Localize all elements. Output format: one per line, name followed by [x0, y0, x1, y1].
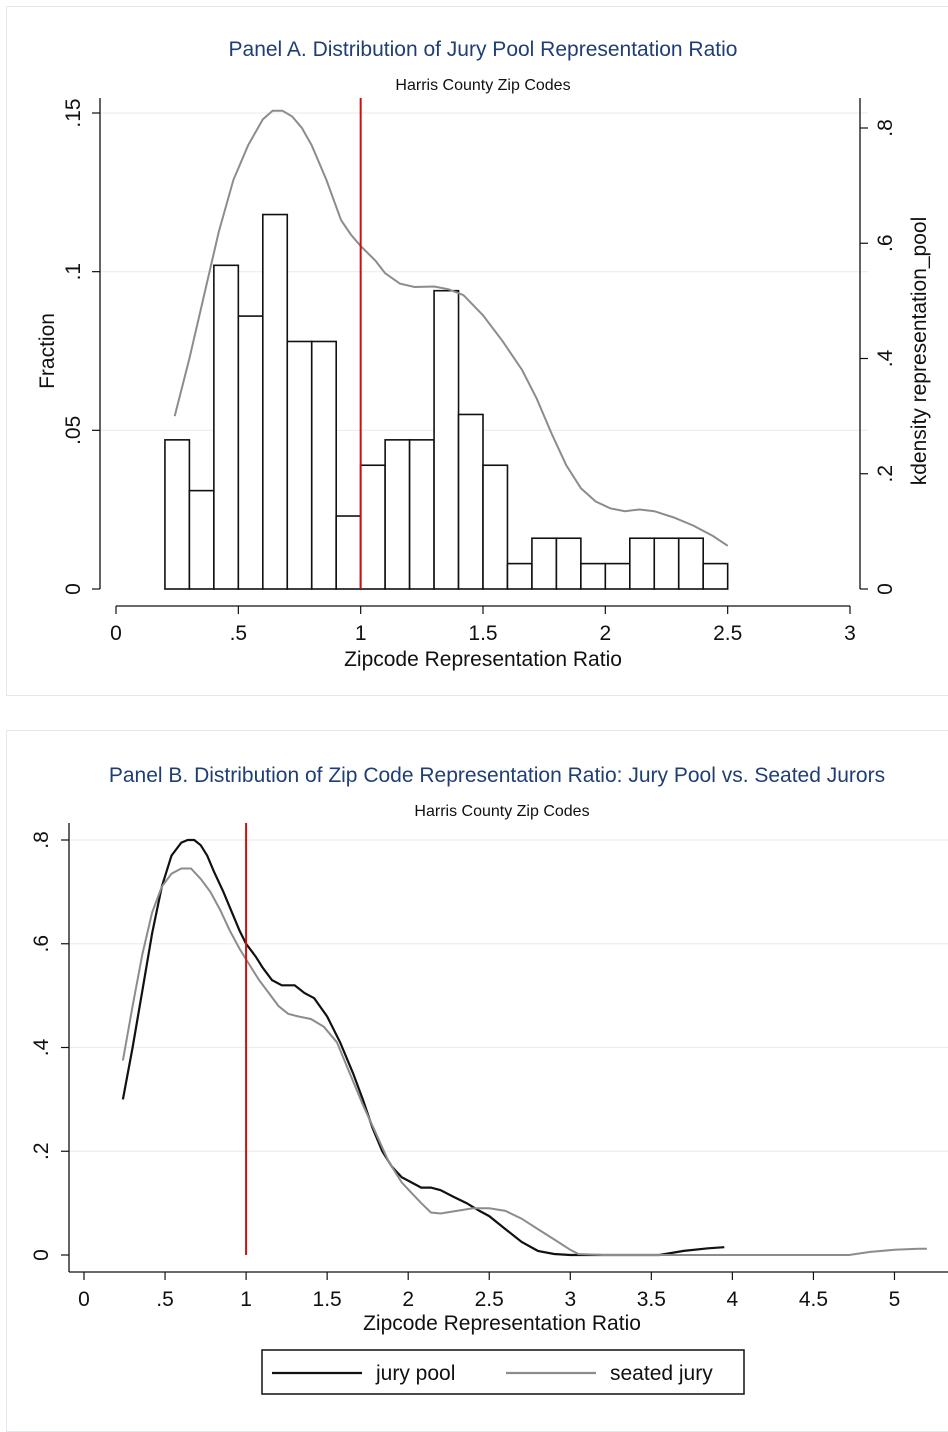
histogram-bar: [286, 340, 313, 590]
legend-label-jury-pool: jury pool: [375, 1362, 455, 1385]
panel-a-frame: [6, 6, 948, 696]
density-line: [173, 109, 729, 547]
panel-b-y-tick-label: .2: [30, 1142, 53, 1160]
panel-b-x-tick-label: 4.5: [799, 1288, 828, 1311]
histogram-bar: [580, 562, 607, 590]
histogram-bar: [408, 439, 435, 590]
panel-a-y-tick-label: .15: [62, 98, 85, 127]
histogram-bar: [188, 489, 215, 590]
panel-b-axes: 0 .2 .4 .6 .8 0 .5 1 1.5 2 2.5 3 3.5 4 4.5 5: [30, 823, 948, 1311]
panel-a-x-tick-label: 1.5: [468, 622, 497, 645]
histogram-bar: [653, 537, 680, 590]
panel-b-x-tick-label: 1: [240, 1288, 252, 1311]
histogram-bar: [359, 464, 386, 590]
panel-a-density-curve: [173, 109, 729, 547]
histogram-bar: [555, 537, 582, 590]
histogram-bar: [457, 413, 484, 590]
panel-b-x-tick-label: 4: [727, 1288, 739, 1311]
panel-b-series: [121, 838, 927, 1257]
panel-a-x-tick-label: 1: [355, 622, 367, 645]
panel-a-y2-tick-label: .8: [874, 119, 897, 137]
panel-a-title: Panel A. Distribution of Jury Pool Repre…: [229, 38, 738, 61]
panel-b-y-tick-label: .4: [30, 1038, 53, 1056]
panel-b-subtitle: Harris County Zip Codes: [414, 803, 589, 820]
panel-b-x-axis-label: Zipcode Representation Ratio: [363, 1312, 641, 1335]
panel-a-y2-axis-label: kdensity representation_pool: [908, 217, 931, 486]
panel-a-y-tick-label: .1: [62, 263, 85, 281]
histogram-bar: [628, 537, 656, 590]
panel-a-y2-tick-label: .6: [874, 234, 897, 252]
panel-a-x-tick-label: 3: [844, 622, 856, 645]
histogram-bar: [506, 562, 533, 590]
panel-b-y-tick-label: .6: [30, 935, 53, 953]
panel-b-x-tick-label: 5: [889, 1288, 901, 1311]
panel-b-x-tick-label: 3: [564, 1288, 576, 1311]
series-line-jury-pool: [121, 838, 725, 1257]
panel-b-x-tick-label: 0: [78, 1288, 90, 1311]
series-line-seated-jury: [121, 867, 927, 1256]
panel-b-legend: jury pool seated jury: [261, 1349, 745, 1395]
panel-b-x-tick-label: 2: [402, 1288, 414, 1311]
histogram-bar: [335, 515, 362, 590]
histogram-bar: [237, 315, 264, 590]
panel-a-x-tick-label: .5: [230, 622, 248, 645]
histogram-bar: [604, 562, 631, 590]
histogram-bar: [213, 264, 240, 590]
panel-a-gridlines: [92, 112, 868, 431]
panel-b: Panel B. Distribution of Zip Code Repres…: [0, 728, 948, 1432]
histogram-bar: [384, 439, 411, 590]
panel-a-x-tick-label: 2: [599, 622, 611, 645]
histogram-bar: [702, 562, 729, 590]
panel-a-y-axis-label: Fraction: [36, 313, 59, 389]
histogram-bar: [482, 464, 509, 590]
panel-b-y-tick-label: 0: [30, 1249, 53, 1261]
panel-a-y2-tick-label: 0: [874, 583, 897, 595]
panel-b-x-tick-label: 3.5: [637, 1288, 666, 1311]
panel-b-chart: Panel B. Distribution of Zip Code Repres…: [30, 764, 948, 1395]
histogram-bar: [433, 289, 460, 590]
panel-b-x-tick-label: .5: [156, 1288, 174, 1311]
panel-a-x-axis-label: Zipcode Representation Ratio: [344, 648, 622, 671]
panel-a-y-tick-label: .05: [62, 416, 85, 445]
panel-a-axes: 0 .05 .1 .15 0 .2 .4 .6 .8 0 .5 1 1.5 2 2.5 3: [62, 98, 897, 645]
panel-a-x-tick-label: 2.5: [713, 622, 742, 645]
panel-a-y2-tick-label: .2: [874, 465, 897, 483]
panel-a-y2-tick-label: .4: [874, 349, 897, 367]
panel-a-y-tick-label: 0: [62, 583, 85, 595]
histogram-bar: [164, 439, 191, 590]
histogram-bar: [310, 340, 338, 590]
panel-b-x-tick-label: 1.5: [313, 1288, 342, 1311]
panel-a-subtitle: Harris County Zip Codes: [395, 77, 570, 94]
panel-a-x-tick-label: 0: [110, 622, 122, 645]
panel-a-histogram: [164, 213, 729, 590]
panel-b-y-tick-label: .8: [30, 831, 53, 849]
histogram-bar: [677, 537, 705, 590]
histogram-bar: [261, 213, 289, 590]
panel-b-x-tick-label: 2.5: [475, 1288, 504, 1311]
panel-a: Panel A. Distribution of Jury Pool Repre…: [0, 0, 948, 700]
panel-b-gridlines: [70, 839, 948, 1152]
panel-a-chart: Panel A. Distribution of Jury Pool Repre…: [36, 38, 931, 671]
histogram-bar: [531, 537, 558, 590]
legend-label-seated-jury: seated jury: [610, 1362, 713, 1385]
panel-b-title: Panel B. Distribution of Zip Code Repres…: [109, 764, 885, 787]
